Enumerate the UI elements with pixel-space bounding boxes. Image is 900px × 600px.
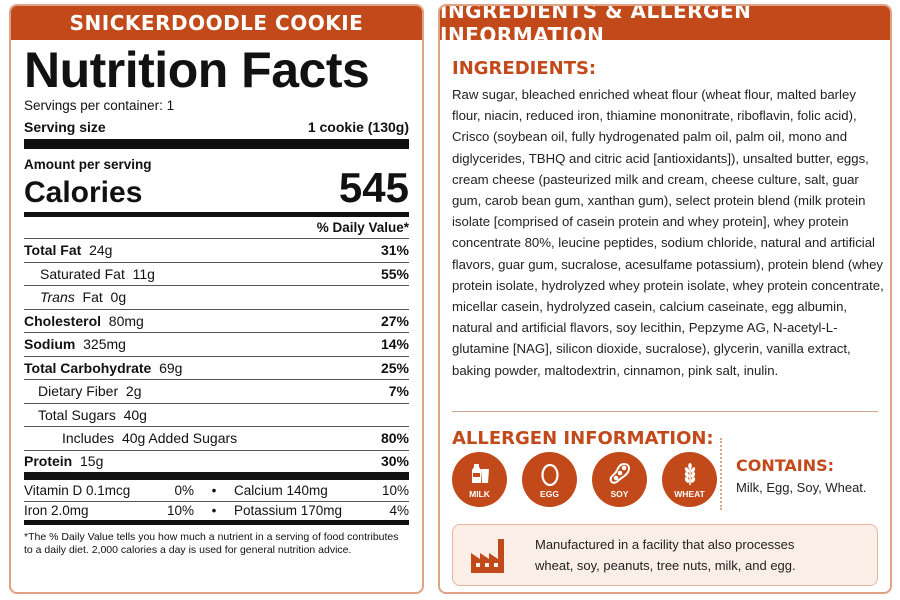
allergen-label: SOY xyxy=(610,488,629,499)
nutrient-name-italic: Trans xyxy=(40,289,75,306)
bullet: • xyxy=(211,482,217,498)
nutrient-amount: 80mg xyxy=(108,312,144,329)
nutrient-row-saturated-fat: Saturated Fat 11g 55% xyxy=(24,263,409,286)
nutrient-dv: 25% xyxy=(380,359,409,376)
vitamin-name: Calcium 140mg xyxy=(234,482,328,498)
allergen-title: ALLERGEN INFORMATION: xyxy=(452,428,714,449)
nutrient-amount: 40g Added Sugars xyxy=(121,430,238,447)
allergen-soy: SOY xyxy=(592,452,647,507)
product-banner: SNICKERDOODLE COOKIE xyxy=(11,6,422,40)
milk-icon xyxy=(471,463,489,483)
nutrient-dv: 31% xyxy=(380,242,409,259)
vitamin-dv: 10% xyxy=(166,503,194,519)
vitamin-dv: 10% xyxy=(381,482,409,498)
nutrient-dv: 55% xyxy=(380,265,409,282)
nutrition-facts-panel: SNICKERDOODLE COOKIE Nutrition Facts Ser… xyxy=(9,4,424,594)
serving-size-label: Serving size xyxy=(24,119,106,135)
ingredients-title: INGREDIENTS: xyxy=(452,58,597,79)
allergen-label: MILK xyxy=(469,488,490,499)
nutrient-amount: 0g xyxy=(110,289,127,306)
nutrient-name: Saturated Fat xyxy=(40,265,125,282)
allergen-label: WHEAT xyxy=(674,488,705,499)
nutrient-name: Fat xyxy=(82,289,103,306)
nutrient-name: Total Carbohydrate xyxy=(24,359,152,376)
contains-text: Milk, Egg, Soy, Wheat. xyxy=(736,480,867,495)
bullet: • xyxy=(211,503,217,519)
nutrient-amount: 69g xyxy=(159,359,183,376)
nutrient-name: Dietary Fiber xyxy=(38,383,119,400)
servings-per-container: Servings per container: 1 xyxy=(24,98,175,113)
nutrient-row-protein: Protein 15g 30% xyxy=(24,451,409,480)
nutrient-row-total-sugars: Total Sugars 40g xyxy=(24,404,409,427)
nutrient-dv: 30% xyxy=(380,453,409,469)
nutrient-name: Cholesterol xyxy=(24,312,102,329)
daily-value-header: % Daily Value* xyxy=(24,217,409,239)
nutrient-name: Sodium xyxy=(24,336,76,353)
serving-size-row: Serving size 1 cookie (130g) xyxy=(24,113,409,149)
nutrient-amount: 325mg xyxy=(83,336,126,353)
nutrition-title: Nutrition Facts xyxy=(24,42,370,98)
ingredients-text: Raw sugar, bleached enriched wheat flour… xyxy=(452,87,884,378)
vitamin-name: Iron 2.0mg xyxy=(24,503,89,519)
nutrient-row-added-sugars: Includes 40g Added Sugars 80% xyxy=(24,427,409,451)
nutrient-amount: 40g xyxy=(123,406,147,423)
facility-text: Manufactured in a facility that also pro… xyxy=(535,537,796,573)
allergen-milk: MILK xyxy=(452,452,507,507)
nutrient-dv: 80% xyxy=(380,430,409,447)
vitamin-name: Vitamin D 0.1mcg xyxy=(24,482,131,498)
nutrient-row-sodium: Sodium 325mg 14% xyxy=(24,333,409,357)
nutrition-label: Nutrition Facts Servings per container: … xyxy=(24,42,409,557)
calories-row: Calories 545 xyxy=(24,166,409,217)
nutrient-dv: 27% xyxy=(380,312,409,329)
vitamin-row: Iron 2.0mg 10% • Potassium 170mg 4% xyxy=(24,502,409,525)
calories-value: 545 xyxy=(338,164,409,211)
nutrient-row-total-carbohydrate: Total Carbohydrate 69g 25% xyxy=(24,357,409,380)
vertical-divider xyxy=(720,438,722,510)
calories-label: Calories xyxy=(24,176,143,209)
allergen-icons: MILK EGG SOY xyxy=(452,452,717,507)
allergen-wheat: WHEAT xyxy=(662,452,717,507)
ingredients-banner: INGREDIENTS & ALLERGEN INFORMATION xyxy=(440,6,890,47)
vitamin-dv: 4% xyxy=(389,503,409,519)
vitamin-dv: 0% xyxy=(174,482,194,498)
nutrient-name: Protein xyxy=(24,453,73,469)
nutrient-amount: 15g xyxy=(80,453,104,469)
vitamin-name: Potassium 170mg xyxy=(234,503,343,519)
nutrient-row-dietary-fiber: Dietary Fiber 2g 7% xyxy=(24,380,409,404)
nutrient-name: Total Fat xyxy=(24,242,82,259)
allergen-egg: EGG xyxy=(522,452,577,507)
egg-icon xyxy=(540,463,559,486)
nutrient-row-trans-fat: Trans Fat 0g xyxy=(24,286,409,310)
ingredients-panel: INGREDIENTS & ALLERGEN INFORMATION INGRE… xyxy=(438,4,892,594)
serving-size-value: 1 cookie (130g) xyxy=(307,119,409,135)
nutrient-amount: 24g xyxy=(89,242,113,259)
facility-notice: Manufactured in a facility that also pro… xyxy=(452,524,878,586)
nutrient-amount: 2g xyxy=(125,383,142,400)
wheat-icon xyxy=(684,462,695,485)
factory-icon xyxy=(471,539,504,573)
daily-value-footnote: *The % Daily Value tells you how much a … xyxy=(24,530,399,556)
nutrient-name: Total Sugars xyxy=(38,406,116,423)
amount-per-serving: Amount per serving xyxy=(24,157,152,172)
section-divider xyxy=(452,411,878,412)
nutrient-row-cholesterol: Cholesterol 80mg 27% xyxy=(24,310,409,333)
nutrient-amount: 11g xyxy=(132,265,155,282)
nutrient-row-total-fat: Total Fat 24g 31% xyxy=(24,239,409,263)
soy-icon xyxy=(609,462,630,484)
contains-title: CONTAINS: xyxy=(736,456,835,475)
nutrient-name: Includes xyxy=(62,430,115,447)
vitamin-row: Vitamin D 0.1mcg 0% • Calcium 140mg 10% xyxy=(24,480,409,502)
allergen-label: EGG xyxy=(540,488,559,499)
nutrient-dv: 7% xyxy=(388,383,409,400)
nutrient-dv: 14% xyxy=(380,336,409,353)
